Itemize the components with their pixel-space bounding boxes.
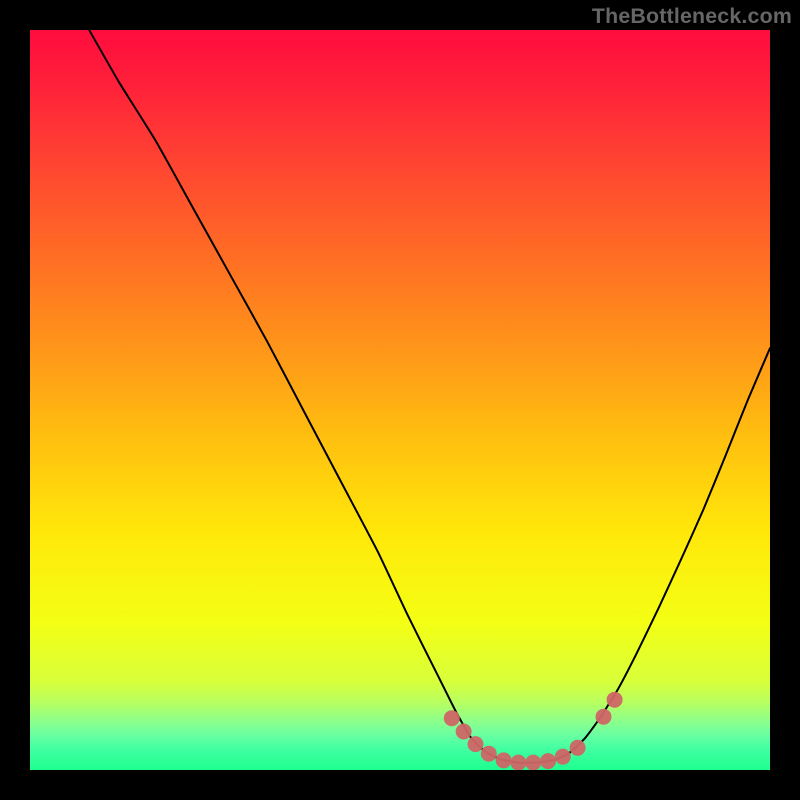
bottleneck-chart xyxy=(0,0,800,800)
curve-marker xyxy=(607,692,623,708)
curve-marker xyxy=(481,746,497,762)
curve-marker xyxy=(444,710,460,726)
curve-marker xyxy=(570,740,586,756)
curve-marker xyxy=(456,724,472,740)
watermark-text: TheBottleneck.com xyxy=(592,4,792,29)
curve-marker xyxy=(555,749,571,765)
curve-marker xyxy=(510,755,526,771)
curve-marker xyxy=(540,753,556,769)
curve-marker xyxy=(596,709,612,725)
chart-stage: TheBottleneck.com xyxy=(0,0,800,800)
curve-marker xyxy=(496,752,512,768)
curve-marker xyxy=(467,736,483,752)
plot-area xyxy=(30,30,770,770)
curve-marker xyxy=(525,755,541,771)
